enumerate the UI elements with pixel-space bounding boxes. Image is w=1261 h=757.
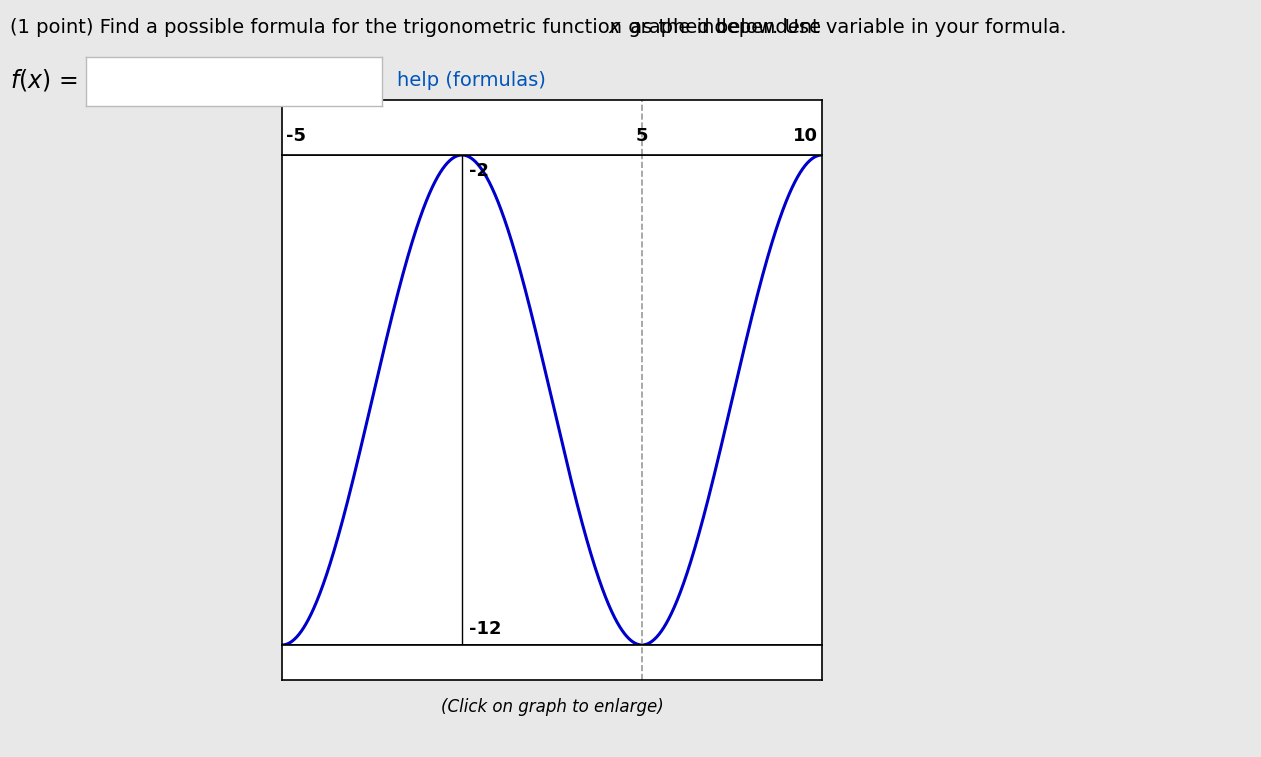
Text: (1 point) Find a possible formula for the trigonometric function graphed below. : (1 point) Find a possible formula for th… [10,18,827,37]
Text: (Click on graph to enlarge): (Click on graph to enlarge) [440,698,663,716]
Text: -12: -12 [469,620,502,637]
Text: as the independent variable in your formula.: as the independent variable in your form… [624,18,1067,37]
Text: x: x [609,18,620,37]
Text: help (formulas): help (formulas) [397,70,546,89]
Text: 10: 10 [793,126,818,145]
Text: $f(x)$ =: $f(x)$ = [10,67,78,93]
Text: 5: 5 [636,126,648,145]
Text: -5: -5 [285,126,305,145]
Text: -2: -2 [469,162,489,180]
